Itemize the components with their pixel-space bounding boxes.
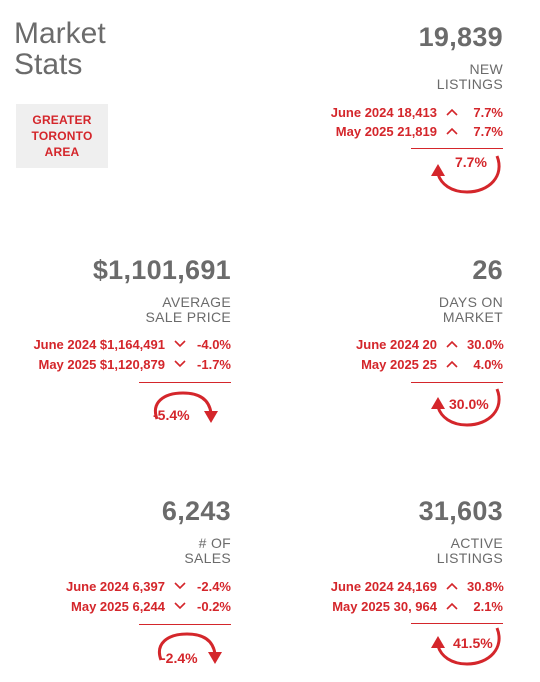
comparison-row-prev-year: June 2024 18,413 7.7% [331, 103, 503, 121]
chevron-up-icon [437, 340, 467, 348]
comparison-pct: 4.0% [473, 356, 503, 372]
comparison-pct: -0.2% [197, 598, 231, 614]
chevron-up-icon [437, 127, 467, 135]
comparison-period: June 2024 20 [356, 336, 437, 352]
comparison-row-prev-year: June 2024 6,397 -2.4% [66, 577, 231, 595]
chevron-up-icon [437, 360, 467, 368]
chevron-down-icon [165, 340, 195, 348]
stat-average-sale-price: $1,101,691 AVERAGE SALE PRICE June 2024 … [0, 255, 231, 435]
comparison-period: June 2024 $1,164,491 [33, 336, 165, 352]
comparison-period: May 2025 25 [361, 356, 437, 372]
stat-value: 19,839 [418, 22, 503, 52]
stat-label-line-2: SALES [184, 550, 231, 566]
stat-value: 26 [472, 255, 503, 285]
comparison-row-prev-year: June 2024 $1,164,491 -4.0% [33, 335, 231, 353]
change-value: -2.4% [161, 650, 198, 666]
comparison-period: May 2025 6,244 [71, 598, 165, 614]
change-badge: 7.7% [429, 150, 509, 198]
comparison-period: June 2024 6,397 [65, 578, 165, 594]
comparison-period: June 2024 18,413 [330, 104, 437, 120]
stat-label-line-1: # OF [198, 535, 231, 551]
comparison-row-prev-year: June 2024 20 30.0% [356, 335, 504, 353]
divider [139, 382, 231, 383]
comparison-pct: 30.8% [467, 578, 504, 594]
stat-label-line-2: SALE PRICE [145, 309, 231, 325]
stat-label-line-2: MARKET [442, 309, 503, 325]
chevron-up-icon [437, 602, 467, 610]
comparison-pct: -4.0% [197, 336, 231, 352]
region-line-2: TORONTO [31, 129, 93, 143]
change-badge: 30.0% [429, 383, 509, 431]
stat-value: 31,603 [418, 496, 503, 526]
comparison-row-prev-month: May 2025 6,244 -0.2% [71, 597, 231, 615]
comparison-row-prev-month: May 2025 25 4.0% [361, 355, 503, 373]
stat-days-on-market: 26 DAYS ON MARKET June 2024 20 30.0% May… [263, 255, 504, 435]
comparison-period: May 2025 21,819 [335, 123, 437, 139]
stat-label: AVERAGE SALE PRICE [146, 295, 231, 325]
comparison-period: May 2025 $1,120,879 [38, 356, 166, 372]
comparison-pct: -2.4% [197, 578, 231, 594]
region-badge: GREATER TORONTO AREA [16, 104, 108, 168]
comparison-pct: 7.7% [473, 123, 503, 139]
change-value: -5.4% [153, 407, 190, 423]
chevron-down-icon [165, 602, 195, 610]
stat-label-line-1: AVERAGE [162, 294, 231, 310]
divider [411, 148, 503, 149]
stat-label-line-1: ACTIVE [450, 535, 503, 551]
curved-arrow-up-icon [431, 155, 501, 194]
curved-arrow-down-icon [158, 632, 222, 664]
title-line-1: Market [14, 17, 106, 50]
curved-arrow-down-icon [154, 391, 218, 423]
stat-label: ACTIVE LISTINGS [437, 536, 503, 566]
stat-value: $1,101,691 [92, 255, 231, 285]
divider [411, 382, 503, 383]
comparison-period: May 2025 30, 964 [332, 598, 437, 614]
region-line-1: GREATER [32, 113, 92, 127]
chevron-down-icon [165, 582, 195, 590]
title-line-2: Stats [14, 48, 83, 81]
stat-label-line-2: LISTINGS [436, 550, 503, 566]
stat-new-listings: 19,839 NEW LISTINGS June 2024 18,413 7.7… [263, 22, 503, 194]
change-badge: 41.5% [429, 622, 509, 670]
region-line-3: AREA [44, 145, 80, 159]
chevron-up-icon [437, 108, 467, 116]
comparison-pct: 30.0% [467, 336, 504, 352]
comparison-pct: 2.1% [473, 598, 503, 614]
curved-arrow-up-icon [431, 388, 501, 427]
stat-label: # OF SALES [184, 536, 231, 566]
divider [411, 623, 503, 624]
change-badge: -2.4% [153, 630, 233, 678]
comparison-row-prev-month: May 2025 30, 964 2.1% [332, 597, 503, 615]
comparison-period: June 2024 24,169 [330, 578, 437, 594]
comparison-row-prev-month: May 2025 $1,120,879 -1.7% [39, 355, 232, 373]
change-badge: -5.4% [149, 389, 229, 437]
change-value: 7.7% [455, 154, 487, 170]
stat-label-line-2: LISTINGS [436, 76, 503, 92]
divider [139, 624, 231, 625]
comparison-row-prev-month: May 2025 21,819 7.7% [336, 122, 503, 140]
chevron-up-icon [437, 582, 467, 590]
comparison-pct: -1.7% [197, 356, 231, 372]
comparison-row-prev-year: June 2024 24,169 30.8% [330, 577, 504, 595]
chevron-down-icon [165, 360, 195, 368]
stat-label: DAYS ON MARKET [439, 295, 503, 325]
stat-label-line-1: NEW [469, 61, 503, 77]
stat-label: NEW LISTINGS [437, 62, 503, 92]
stat-label-line-1: DAYS ON [438, 294, 503, 310]
stat-value: 6,243 [161, 496, 231, 526]
page-title: Market Stats [14, 18, 106, 80]
stat-active-listings: 31,603 ACTIVE LISTINGS June 2024 24,169 … [263, 496, 504, 676]
stat-number-of-sales: 6,243 # OF SALES June 2024 6,397 -2.4% M… [0, 496, 231, 676]
change-value: 41.5% [453, 635, 493, 651]
comparison-pct: 7.7% [473, 104, 503, 120]
change-value: 30.0% [449, 396, 489, 412]
curved-arrow-up-icon [431, 627, 501, 666]
